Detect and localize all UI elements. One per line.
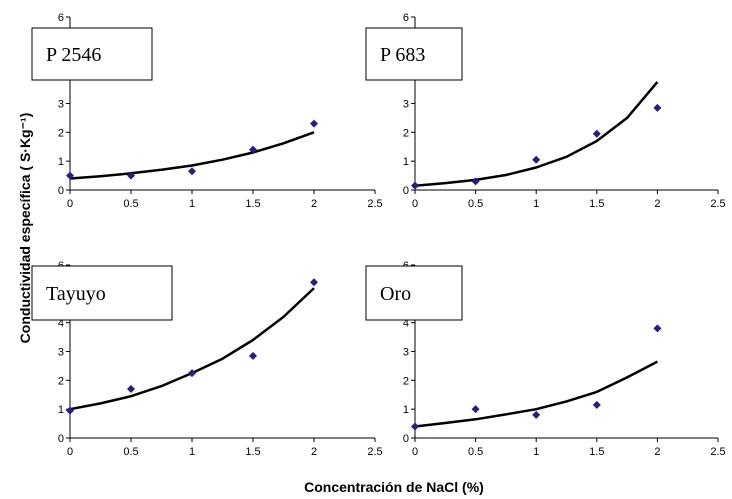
y-tick-label: 4 [58, 318, 64, 330]
cultivar-label-box [365, 27, 463, 81]
x-axis-title: Concentración de NaCl (%) [304, 479, 484, 495]
x-tick-label: 1 [533, 446, 539, 458]
x-tick-label: 2.5 [710, 198, 725, 210]
data-point [249, 145, 257, 154]
y-tick-label: 2 [403, 127, 409, 139]
x-tick-label: 0 [67, 446, 73, 458]
x-tick-label: 2.5 [367, 446, 382, 458]
trend-curve [69, 131, 315, 180]
y-axis-title: Conductividad específica ( S·Kg⁻¹) [17, 113, 33, 344]
data-point [592, 400, 601, 409]
y-tick-label: 1 [403, 404, 409, 416]
y-tick-label: 4 [403, 318, 409, 330]
x-tick-label: 2.5 [710, 446, 725, 458]
data-point [532, 410, 541, 419]
data-point [471, 177, 480, 186]
x-tick-label: 2 [311, 198, 317, 210]
y-tick-label: 2 [58, 127, 64, 139]
x-tick-label: 1.5 [589, 198, 604, 210]
y-tick-label: 6 [58, 12, 64, 24]
y-tick-label: 1 [58, 404, 64, 416]
x-tick-label: 2 [311, 446, 317, 458]
y-tick-label: 3 [403, 99, 409, 111]
trend-curve [414, 81, 659, 187]
cultivar-label: Oro [380, 283, 411, 305]
x-tick-label: 2 [654, 198, 660, 210]
data-point [310, 278, 318, 287]
data-point [66, 171, 74, 180]
y-tick-label: 0 [403, 433, 409, 445]
x-tick-label: 0.5 [468, 446, 483, 458]
y-tick-label: 2 [58, 375, 64, 387]
y-tick-label: 6 [403, 12, 409, 24]
x-tick-label: 1.5 [245, 446, 260, 458]
data-point [411, 422, 419, 431]
data-point [127, 384, 135, 393]
x-tick-label: 1 [189, 198, 195, 210]
y-tick-label: 1 [403, 156, 409, 168]
y-tick-label: 0 [58, 185, 64, 197]
x-tick-label: 0 [412, 446, 418, 458]
x-tick-label: 0.5 [123, 198, 138, 210]
x-tick-label: 1 [533, 198, 539, 210]
data-point [127, 171, 135, 180]
x-tick-label: 1.5 [589, 446, 604, 458]
cultivar-label: Tayuyo [46, 283, 106, 305]
trend-curve [414, 360, 658, 428]
cultivar-label-box [365, 265, 463, 321]
cultivar-label: P 683 [380, 44, 425, 66]
x-tick-label: 2.5 [367, 198, 382, 210]
data-point [653, 324, 662, 333]
panel-p683: 012345600.511.522.5P 683 [365, 12, 726, 210]
x-tick-label: 1.5 [245, 198, 260, 210]
y-tick-label: 2 [403, 375, 409, 387]
y-tick-label: 3 [58, 99, 64, 111]
data-point [249, 351, 257, 360]
data-point [310, 119, 318, 128]
x-tick-label: 0.5 [468, 198, 483, 210]
y-tick-label: 3 [58, 347, 64, 359]
x-tick-label: 1 [189, 446, 195, 458]
data-point [471, 405, 480, 414]
data-point [532, 155, 541, 164]
x-tick-label: 0.5 [123, 446, 138, 458]
cultivar-label: P 2546 [46, 44, 101, 66]
x-tick-label: 0 [412, 198, 418, 210]
x-tick-label: 0 [67, 198, 73, 210]
data-point [188, 167, 196, 176]
y-tick-label: 3 [403, 347, 409, 359]
data-point [592, 129, 601, 138]
x-tick-label: 2 [654, 446, 660, 458]
data-point [188, 369, 196, 378]
cultivar-label-box [31, 27, 153, 81]
panel-p2546: 012345600.511.522.5P 2546 [31, 12, 383, 210]
y-tick-label: 0 [58, 433, 64, 445]
y-tick-label: 1 [58, 156, 64, 168]
data-point [653, 103, 662, 112]
data-point [66, 406, 74, 415]
data-point [411, 181, 419, 190]
y-tick-label: 0 [403, 185, 409, 197]
cultivar-label-box [31, 265, 173, 321]
